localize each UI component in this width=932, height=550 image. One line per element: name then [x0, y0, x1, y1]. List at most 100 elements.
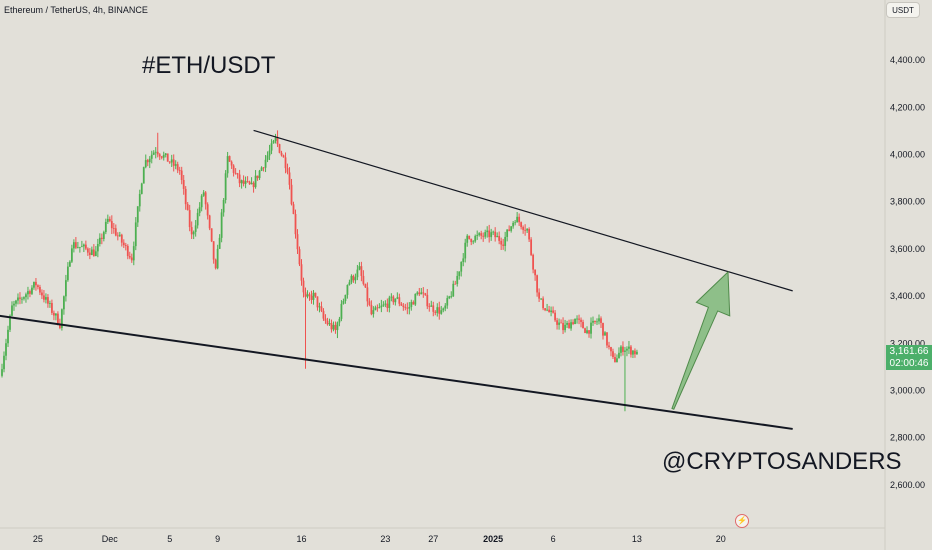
candle-body [394, 298, 397, 303]
candle-body [360, 266, 363, 276]
candle-body [526, 228, 529, 231]
candle-body [396, 297, 399, 299]
candle-body [326, 320, 329, 325]
chart-annotation-title: #ETH/USDT [142, 52, 276, 79]
candle-body [302, 280, 305, 293]
time-tick-label: 2025 [483, 534, 503, 544]
candle-body [636, 351, 638, 355]
candle-body [398, 297, 401, 304]
time-tick-label: 13 [632, 534, 642, 544]
symbol-label[interactable]: Ethereum / TetherUS, 4h, BINANCE [4, 5, 148, 15]
candle-body [53, 312, 55, 316]
candle-body [260, 167, 263, 171]
candle-body [148, 158, 151, 163]
candle-body [64, 280, 67, 297]
candle-body [130, 257, 133, 261]
candle-body [572, 322, 574, 325]
candle-body [274, 137, 277, 141]
candle-body [590, 322, 592, 334]
price-tick-label: 3,200.00 [890, 338, 925, 348]
candle-body [596, 321, 598, 323]
candle-body [406, 307, 409, 309]
candle-body [314, 292, 317, 297]
candle-body [27, 291, 29, 295]
candle-body [364, 283, 367, 288]
candle-body [74, 242, 77, 248]
candle-body [372, 310, 375, 315]
candle-body [448, 296, 451, 299]
candle-body [408, 306, 411, 309]
candle-body [540, 298, 542, 300]
time-tick-label: 5 [167, 534, 172, 544]
candle-body [96, 243, 99, 252]
candle-body [55, 313, 57, 316]
candle-body [508, 229, 511, 231]
candle-body [472, 241, 475, 243]
candle-body [196, 212, 199, 226]
candle-body [7, 329, 9, 344]
candle-body [284, 157, 287, 169]
candle-body [234, 172, 237, 174]
candle-body [410, 302, 413, 307]
candle-body [438, 307, 441, 314]
time-axis: 25 Dec 5 9 16 23 27 2025 6 13 20 [33, 534, 726, 544]
candle-body [190, 227, 193, 235]
candle-body [286, 168, 289, 173]
candle-body [17, 297, 19, 301]
candle-body [244, 181, 247, 184]
price-tick-label: 4,200.00 [890, 102, 925, 112]
candle-body [264, 159, 267, 168]
candle-body [194, 225, 197, 232]
candle-body [94, 251, 97, 257]
candle-body [61, 309, 63, 328]
candle-body [230, 161, 233, 166]
candle-body [102, 232, 105, 239]
candle-body [37, 285, 39, 288]
candle-body [152, 152, 155, 155]
candle-body [206, 204, 209, 216]
candle-body [560, 322, 562, 324]
currency-button[interactable]: USDT [886, 2, 920, 18]
candle-body [548, 309, 550, 312]
candle-body [304, 292, 307, 297]
candle-body [5, 343, 7, 356]
candle-body [588, 330, 590, 334]
candle-body [352, 275, 355, 281]
candle-body [594, 320, 596, 323]
time-tick-label: 25 [33, 534, 43, 544]
price-tick-label: 3,400.00 [890, 291, 925, 301]
candle-body [122, 242, 125, 246]
candle-body [462, 258, 465, 262]
candle-body [142, 167, 145, 184]
candle-body [84, 244, 87, 249]
candle-body [212, 241, 215, 260]
candle-body [296, 234, 299, 250]
candle-body [126, 245, 129, 257]
time-tick-label: 27 [428, 534, 438, 544]
candle-body [578, 318, 580, 320]
candle-body [68, 261, 71, 267]
candle-body [226, 156, 229, 174]
candle-body [536, 275, 539, 293]
candle-body [21, 298, 23, 300]
candle-body [248, 181, 251, 185]
candle-body [498, 235, 501, 241]
candle-body [420, 292, 423, 295]
candle-body [31, 287, 33, 294]
candle-body [128, 256, 131, 258]
candle-body [240, 180, 243, 184]
lightning-icon[interactable]: ⚡ [735, 514, 749, 528]
projection-arrow [671, 270, 731, 410]
candle-body [610, 347, 612, 352]
candle-body [188, 210, 191, 228]
candle-body [350, 275, 353, 283]
candle-body [390, 296, 393, 298]
last-price-badge: 3,161.66 02:00:46 [886, 345, 932, 370]
candle-body [576, 318, 578, 320]
candle-body [120, 234, 123, 243]
candle-body [568, 322, 570, 329]
candle-body [288, 172, 291, 185]
candle-body [430, 305, 433, 307]
